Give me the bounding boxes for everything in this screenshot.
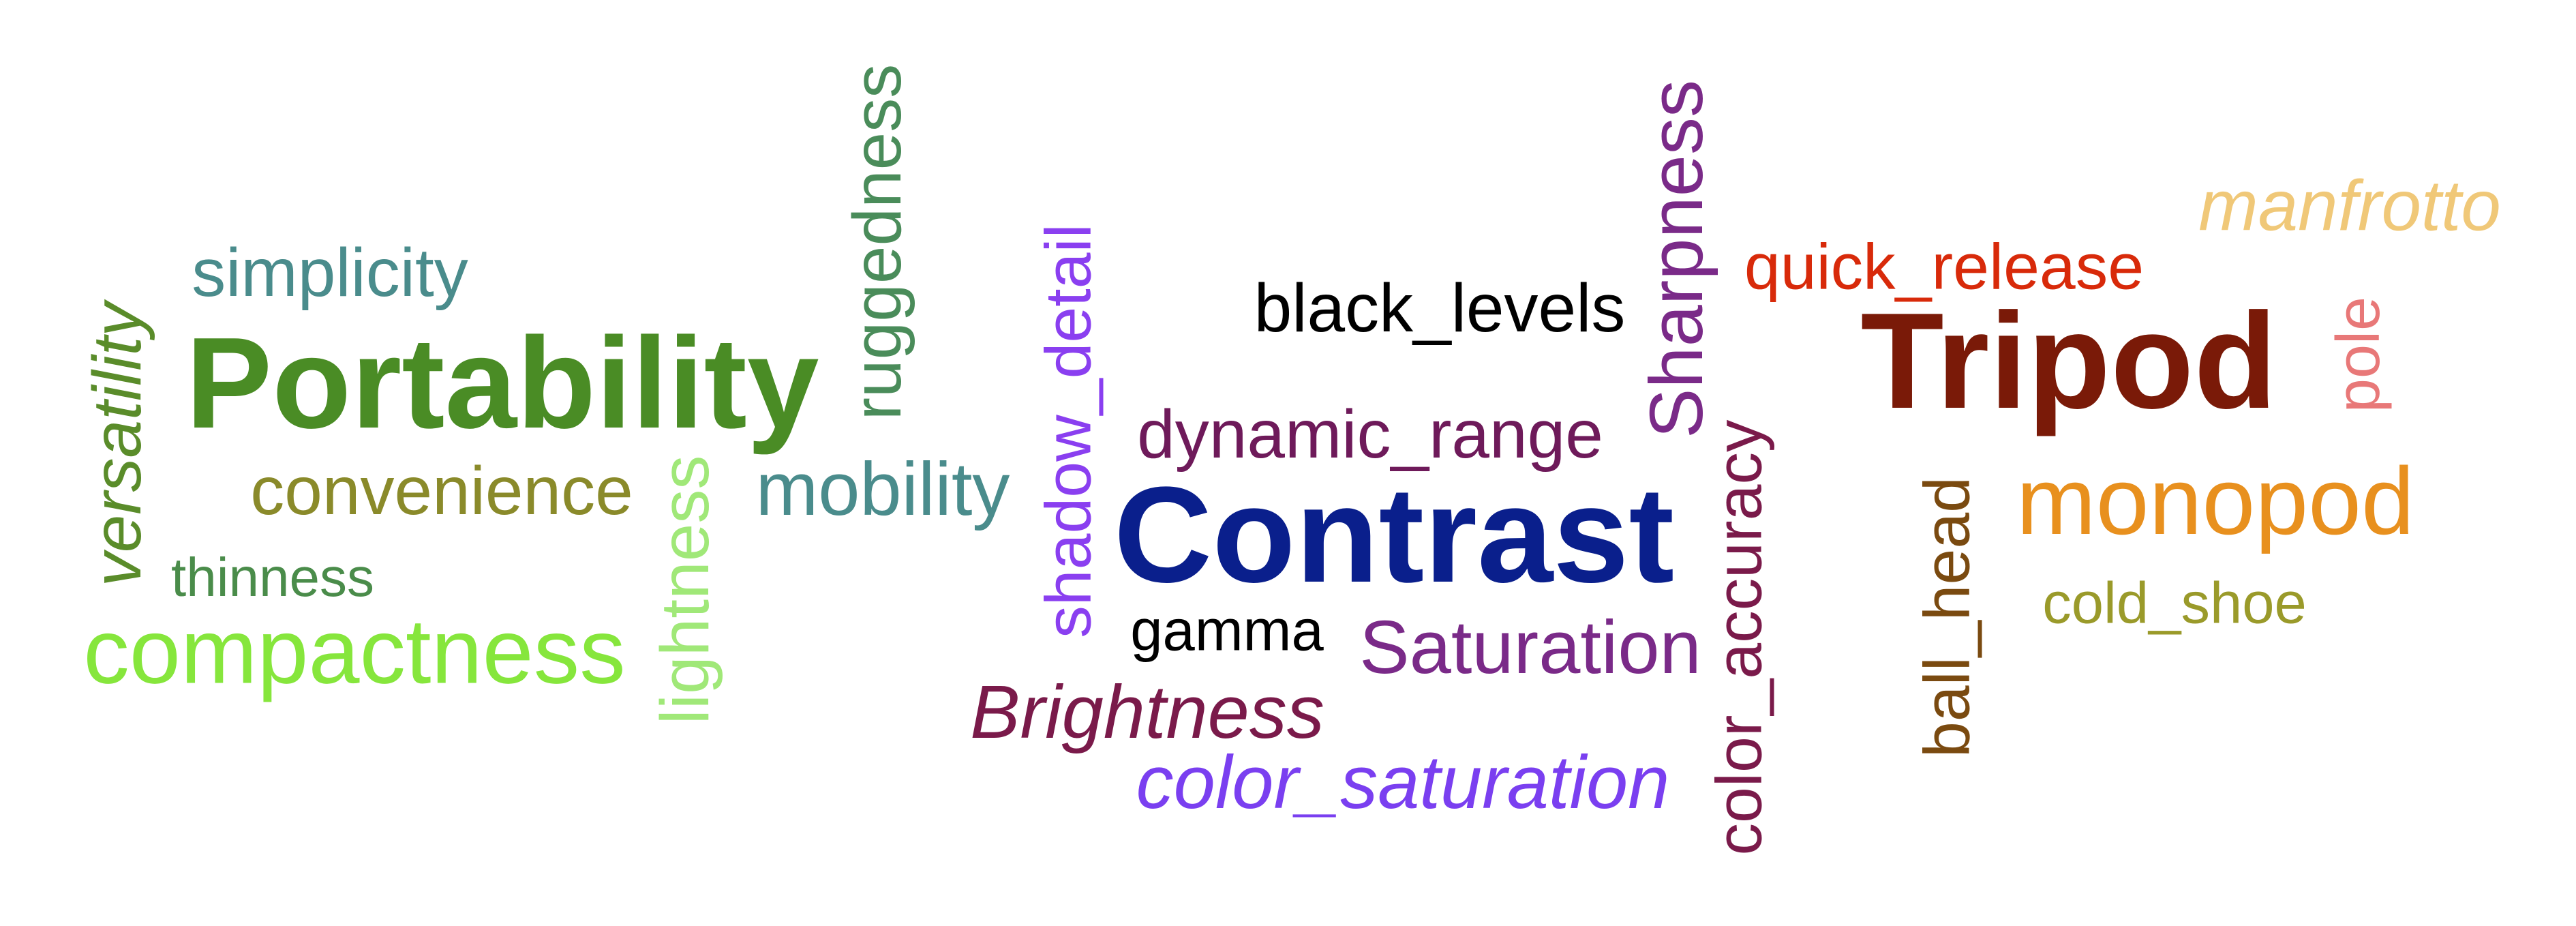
word-portability: Portability — [185, 311, 819, 455]
word-sharpness: Sharpness — [1635, 80, 1718, 438]
word-versatility: versatility — [79, 302, 155, 587]
word-gamma: gamma — [1130, 598, 1324, 663]
word-ball-head: ball_head — [1911, 476, 1984, 758]
word-shadow-detail: shadow_detail — [1032, 224, 1105, 638]
word-ruggedness: ruggedness — [839, 63, 915, 421]
word-dynamic-range: dynamic_range — [1137, 396, 1603, 473]
word-contrast: Contrast — [1113, 459, 1675, 611]
word-cold-shoe: cold_shoe — [2042, 571, 2307, 636]
word-simplicity: simplicity — [192, 235, 468, 311]
word-black-levels: black_levels — [1254, 270, 1626, 346]
word-color-accuracy: color_accuracy — [1703, 419, 1776, 856]
word-quick-release: quick_release — [1744, 230, 2145, 303]
word-color-saturation: color_saturation — [1136, 741, 1670, 824]
word-tripod: Tripod — [1860, 285, 2277, 437]
word-compactness: compactness — [83, 599, 626, 703]
word-convenience: convenience — [250, 453, 633, 529]
word-lightness: lightness — [647, 455, 723, 725]
word-manfrotto: manfrotto — [2198, 166, 2501, 246]
word-thinness: thinness — [171, 547, 374, 608]
word-brightness: Brightness — [970, 670, 1324, 754]
word-saturation: Saturation — [1359, 606, 1701, 689]
word-mobility: mobility — [755, 447, 1010, 531]
word-monopod: monopod — [2016, 447, 2414, 554]
word-pole: pole — [2324, 296, 2393, 413]
